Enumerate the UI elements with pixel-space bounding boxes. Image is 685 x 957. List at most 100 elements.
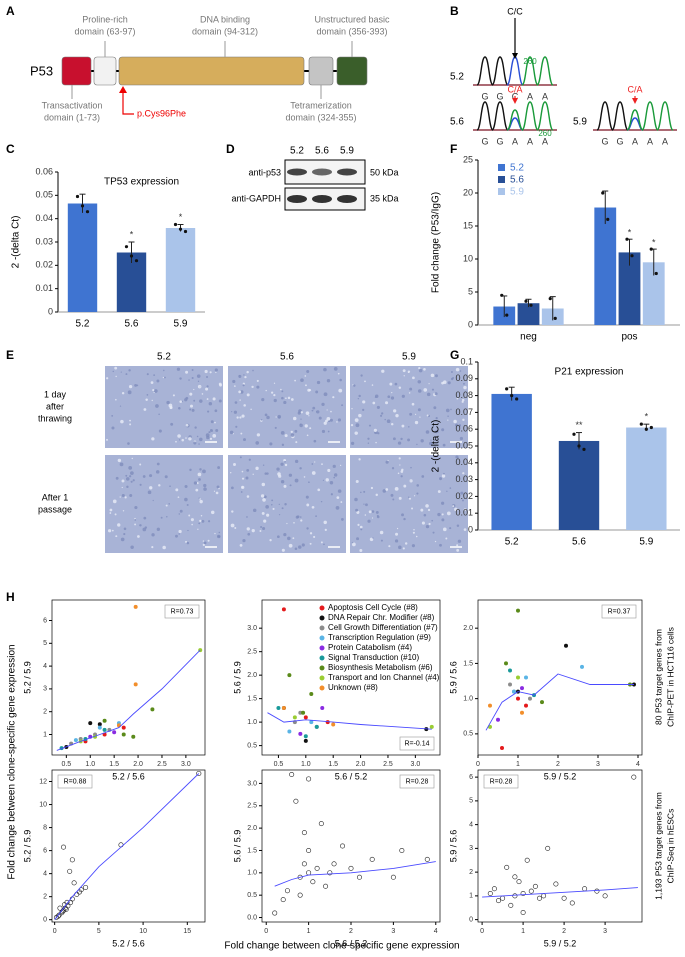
- cell-speck: [198, 443, 200, 445]
- replicate-point: [500, 293, 504, 297]
- x-tick-label: 4: [636, 761, 640, 768]
- domain-box: [308, 56, 334, 86]
- cell-speck: [243, 404, 246, 407]
- cell-speck: [294, 547, 298, 551]
- cell-speck: [393, 409, 397, 413]
- cell-speck: [297, 411, 301, 415]
- cell-speck: [168, 403, 173, 408]
- cell-speck: [108, 529, 112, 533]
- y-tick-label: 2.0: [463, 625, 473, 632]
- cell-speck: [329, 418, 333, 422]
- cell-speck: [132, 479, 135, 482]
- data-point: [516, 696, 520, 701]
- cell-speck: [259, 530, 262, 532]
- bar: [626, 427, 667, 530]
- cell-speck: [238, 390, 242, 394]
- cell-speck: [230, 472, 232, 474]
- cell-speck: [199, 399, 203, 403]
- mutation-arrowhead: [119, 86, 127, 93]
- cell-speck: [394, 486, 399, 491]
- cell-speck: [238, 375, 240, 377]
- cell-speck: [186, 503, 189, 506]
- cell-speck: [124, 496, 127, 499]
- legend-dot: [319, 675, 325, 681]
- data-point: [281, 706, 286, 711]
- cell-speck: [439, 477, 443, 481]
- cell-speck: [212, 397, 216, 401]
- y-tick-label: 0.5: [247, 892, 257, 899]
- cell-speck: [252, 473, 254, 475]
- x-tick-label: 0.5: [61, 761, 71, 768]
- cell-speck: [280, 431, 285, 435]
- cell-speck: [447, 415, 449, 418]
- cell-speck: [299, 516, 302, 518]
- cell-speck: [106, 438, 108, 441]
- cell-speck: [178, 529, 182, 534]
- data-point: [348, 865, 354, 871]
- cell-speck: [213, 490, 216, 492]
- panel-letter: G: [450, 348, 459, 362]
- cell-speck: [326, 379, 331, 383]
- cell-speck: [359, 549, 363, 553]
- cell-speck: [420, 508, 424, 512]
- cell-speck: [327, 430, 330, 433]
- cell-speck: [309, 542, 312, 545]
- base-letter: G: [481, 136, 488, 146]
- cell-speck: [151, 533, 155, 537]
- cell-speck: [329, 480, 334, 485]
- cell-speck: [305, 411, 310, 415]
- cell-speck: [275, 416, 277, 418]
- cell-speck: [410, 466, 412, 469]
- data-point: [512, 689, 516, 694]
- legend-dot: [319, 685, 325, 691]
- base-letter: A: [542, 136, 548, 146]
- x-tick-label: 5.2: [76, 319, 90, 330]
- data-point: [301, 710, 306, 715]
- fit-line: [56, 649, 201, 751]
- cell-speck: [294, 459, 299, 464]
- data-point: [553, 881, 559, 887]
- cell-speck: [209, 437, 213, 440]
- cell-speck: [191, 523, 193, 526]
- panel-letter: B: [450, 4, 459, 18]
- data-point: [536, 895, 542, 901]
- cell-speck: [362, 400, 366, 404]
- data-point: [520, 686, 524, 691]
- cell-speck: [389, 382, 393, 386]
- cell-speck: [454, 507, 458, 512]
- cell-speck: [375, 493, 378, 497]
- cell-speck: [376, 405, 380, 409]
- cell-speck: [115, 535, 118, 538]
- antibody-label: anti-p53: [248, 167, 281, 177]
- legend-swatch: [498, 164, 505, 171]
- fit-line: [274, 861, 436, 887]
- cell-speck: [288, 473, 293, 477]
- cell-speck: [411, 544, 415, 548]
- cell-speck: [134, 517, 136, 520]
- column-label: 5.6: [280, 352, 294, 363]
- x-tick-label: 15: [183, 928, 191, 935]
- annotation-box: [399, 774, 435, 789]
- cell-speck: [308, 388, 312, 392]
- cell-speck: [401, 394, 405, 398]
- cell-speck: [204, 369, 208, 374]
- cell-speck: [320, 500, 323, 503]
- cell-speck: [455, 455, 459, 459]
- cell-speck: [154, 389, 158, 393]
- cell-speck: [341, 518, 344, 521]
- cell-speck: [306, 434, 309, 437]
- legend-label: Signal Transduction (#10): [328, 653, 420, 662]
- cell-speck: [290, 430, 293, 434]
- cell-speck: [456, 475, 458, 478]
- cell-speck: [198, 497, 200, 499]
- cell-speck: [322, 479, 325, 481]
- replicate-point: [553, 316, 557, 320]
- cell-speck: [115, 375, 117, 378]
- y-axis-label: 2 -(delta Ct): [431, 420, 442, 473]
- cell-speck: [177, 496, 180, 499]
- cell-speck: [207, 410, 210, 413]
- data-point: [323, 883, 329, 889]
- data-point: [320, 706, 325, 711]
- chromatogram-peak: [491, 101, 509, 131]
- cell-speck: [368, 424, 372, 427]
